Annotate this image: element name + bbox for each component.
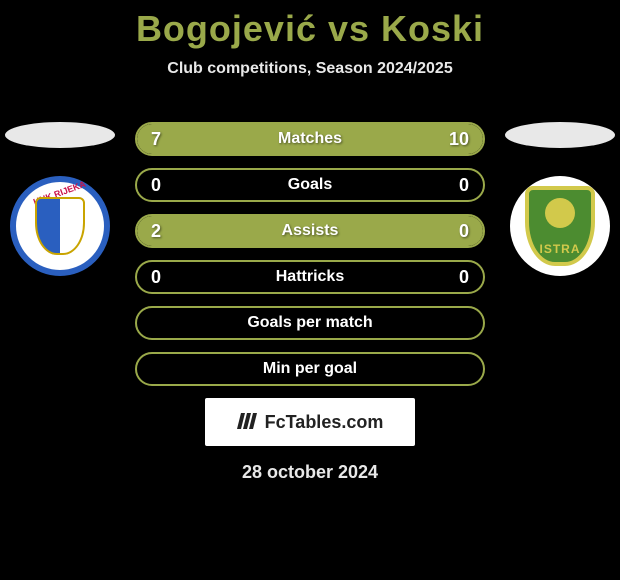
stat-rows: 710Matches 00Goals 20Assists 00Hattricks Goa… [135,122,485,386]
stat-label: Assists [137,222,483,240]
right-club-crest: ISTRA [510,176,610,276]
right-crest-text: ISTRA [529,242,591,256]
right-arm-shape [505,122,615,148]
page-subtitle: Club competitions, Season 2024/2025 [0,60,620,78]
right-shield-icon: ISTRA [525,186,595,266]
stat-label: Matches [137,130,483,148]
stat-row: 00Goals [135,168,485,202]
stat-label: Goals per match [137,314,483,332]
stat-label: Goals [137,176,483,194]
brand-text: FcTables.com [265,412,384,433]
left-arm-shape [5,122,115,148]
stat-label: Min per goal [137,360,483,378]
stat-row: Min per goal [135,352,485,386]
right-column: ISTRA [500,122,620,276]
comparison-content: HNK RIJEKA ISTRA 710Matches 00Goals 20Assi… [0,122,620,483]
brand-logo-icon [237,411,259,433]
stat-row: 20Assists [135,214,485,248]
left-club-crest: HNK RIJEKA [10,176,110,276]
date-text: 28 october 2024 [0,462,620,483]
stat-row: Goals per match [135,306,485,340]
brand-box: FcTables.com [205,398,415,446]
ball-icon [545,198,575,228]
page-title: Bogojević vs Koski [0,0,620,50]
stat-row: 710Matches [135,122,485,156]
stat-row: 00Hattricks [135,260,485,294]
left-shield-icon [35,197,85,255]
left-column: HNK RIJEKA [0,122,120,276]
stat-label: Hattricks [137,268,483,286]
